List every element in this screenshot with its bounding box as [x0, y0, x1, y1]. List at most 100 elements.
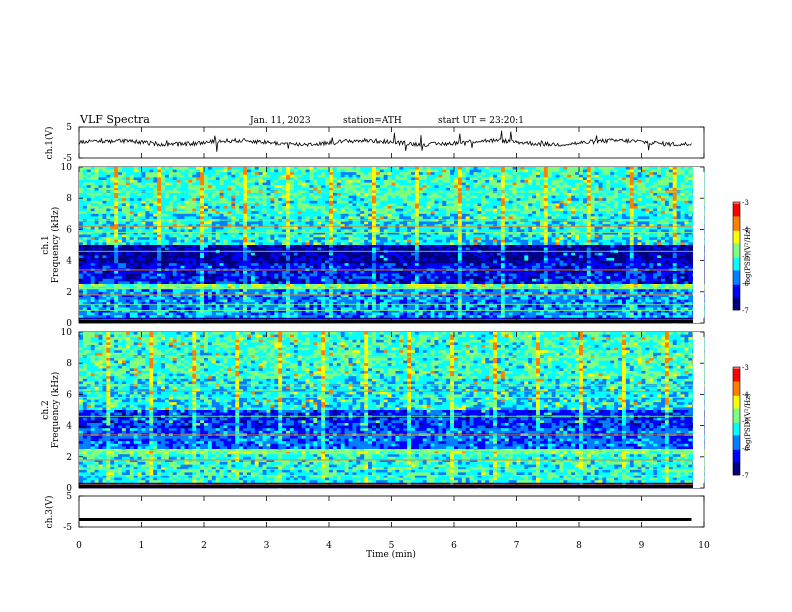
spectrogram-cell — [563, 226, 568, 230]
spectrogram-cell — [168, 208, 174, 212]
spectrogram-cell — [129, 239, 134, 243]
spectrogram-cell — [645, 167, 650, 170]
spectrogram-cell — [325, 206, 330, 209]
spectrogram-cell — [414, 182, 420, 186]
spectrogram-cell — [266, 224, 271, 228]
spectrogram-cell — [450, 203, 455, 207]
spectrogram-row — [79, 203, 705, 207]
spectrogram-cell — [270, 211, 275, 215]
spectrogram-cell — [305, 185, 310, 189]
spectrogram-cell — [520, 219, 525, 222]
spectrogram-cell — [360, 208, 365, 212]
spectrogram-cell — [590, 195, 595, 199]
spectrogram-cell — [457, 221, 463, 225]
spectrogram-cell — [629, 169, 634, 173]
spectrogram-cell — [543, 200, 549, 204]
spectrogram-cell — [246, 169, 252, 173]
spectrogram-cell — [371, 206, 377, 209]
spectrogram-cell — [645, 234, 650, 238]
spectrogram-cell — [516, 167, 521, 170]
spectrogram-cell — [512, 174, 517, 178]
spectrogram-cell — [481, 180, 486, 183]
spectrogram-cell — [567, 172, 572, 176]
spectrogram-cell — [149, 203, 154, 207]
spectrogram-cell — [563, 167, 568, 170]
spectrogram-cell — [313, 203, 318, 207]
spectrogram-cell — [590, 174, 595, 178]
spectrogram-cell — [532, 224, 537, 228]
spectrogram-cell — [469, 232, 474, 235]
spectrogram-cell — [168, 237, 174, 241]
spectrogram-cell — [118, 224, 123, 228]
spectrogram-cell — [145, 195, 150, 199]
spectrogram-cell — [536, 174, 541, 178]
spectrogram-cell — [321, 206, 326, 209]
spectrogram-cell — [469, 167, 474, 170]
spectrogram-cell — [282, 195, 287, 199]
spectrogram-cell — [282, 169, 287, 173]
spectrogram-cell — [184, 242, 189, 246]
spectrogram-cell — [168, 169, 174, 173]
spectrogram-cell — [364, 169, 369, 173]
spectrogram-cell — [223, 185, 228, 189]
spectrogram-cell — [118, 200, 123, 204]
spectrogram-cell — [94, 172, 99, 176]
spectrogram-cell — [512, 200, 517, 204]
spectrogram-cell — [204, 211, 209, 215]
spectrogram-cell — [629, 219, 634, 222]
spectrogram-cell — [590, 224, 595, 228]
spectrogram-cell — [172, 203, 177, 207]
spectrogram-cell — [133, 198, 138, 202]
spectrogram-cell — [102, 224, 107, 228]
spectrogram-cell — [211, 167, 217, 170]
spectrogram-cell — [629, 224, 634, 228]
spectrogram-cell — [633, 234, 638, 238]
spectrogram-cell — [168, 174, 174, 178]
spectrogram-cell — [680, 180, 685, 183]
spectrogram-cell — [161, 193, 166, 196]
spectrogram-cell — [262, 216, 267, 220]
spectrogram-cell — [641, 169, 646, 173]
spectrogram-cell — [520, 226, 525, 230]
spectrogram-cell — [500, 211, 506, 215]
spectrogram-cell — [575, 221, 580, 225]
spectrogram-cell — [266, 208, 271, 212]
spectrogram-cell — [348, 224, 353, 228]
spectrogram-cell — [399, 224, 404, 228]
spectrogram-cell — [161, 211, 166, 215]
spectrogram-cell — [504, 221, 509, 225]
spectrogram-cell — [594, 182, 599, 186]
spectrogram-cell — [86, 203, 92, 207]
spectrogram-cell — [254, 234, 259, 238]
spectrogram-cell — [481, 167, 486, 170]
spectrogram-cell — [547, 213, 552, 217]
spectrogram-cell — [332, 216, 338, 220]
spectrogram-cell — [461, 216, 467, 220]
spectrogram-cell — [227, 242, 232, 246]
spectrogram-cell — [403, 239, 408, 243]
spectrogram-cell — [332, 167, 338, 170]
spectrogram-cell — [543, 232, 549, 235]
spectrogram-cell — [614, 187, 619, 191]
spectrogram-cell — [461, 208, 467, 212]
spectrogram-cell — [118, 219, 123, 222]
spectrogram-cell — [602, 242, 607, 246]
spectrogram-cell — [688, 224, 693, 228]
spectrogram-cell — [180, 229, 185, 233]
spectrogram-cell — [118, 211, 123, 215]
spectrogram-cell — [289, 226, 295, 230]
spectrogram-cell — [94, 226, 99, 230]
spectrogram-cell — [340, 182, 345, 186]
spectrogram-cell — [352, 237, 357, 241]
spectrogram-cell — [188, 219, 193, 222]
spectrogram-cell — [434, 200, 439, 204]
spectrogram-cell — [141, 221, 146, 225]
spectrogram-cell — [598, 182, 603, 186]
spectrogram-cell — [102, 219, 107, 222]
spectrogram-cell — [133, 211, 138, 215]
spectrogram-cell — [649, 200, 654, 204]
spectrogram-cell — [133, 232, 138, 235]
spectrogram-cell — [512, 213, 517, 217]
spectrogram-cell — [79, 226, 84, 230]
spectrogram-cell — [340, 219, 345, 222]
